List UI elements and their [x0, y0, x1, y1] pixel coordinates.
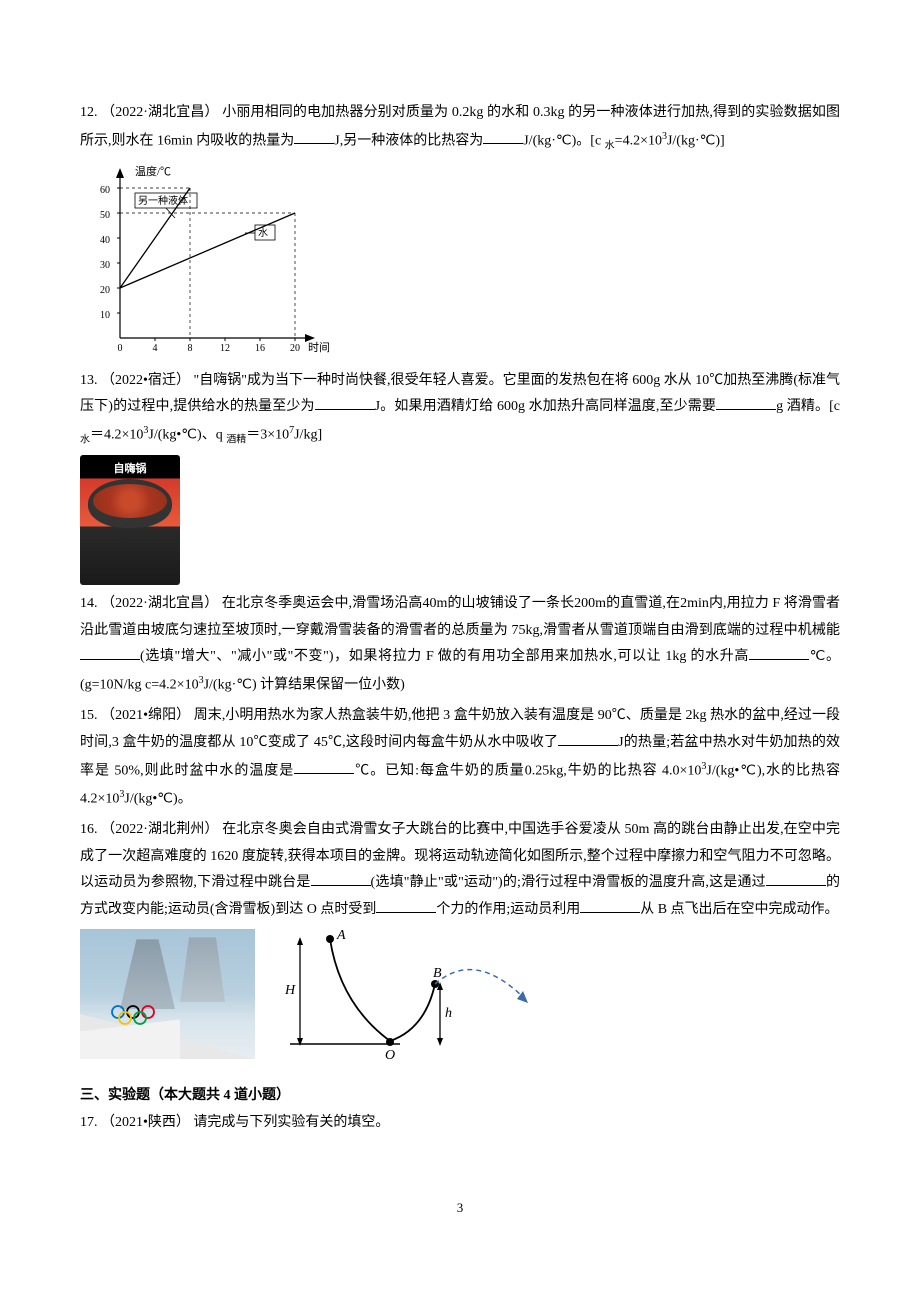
q12-chart: 温度/℃ 10 20 30 40 50 60 0 4 8 12 16 20 时间… [80, 163, 840, 364]
q14-text3-end: J/(kg·℃) 计算结果保留一位小数) [204, 678, 405, 693]
svg-text:4: 4 [153, 343, 158, 353]
q13-formula2: ＝3×10 [246, 427, 289, 442]
q13-blank2 [716, 394, 776, 410]
svg-text:10: 10 [100, 310, 110, 321]
chart-xlabel: 时间/min [275, 341, 330, 353]
svg-text:12: 12 [220, 343, 230, 353]
q13-source: （2022•宿迁） [101, 373, 190, 388]
q12-sub-water: 水 [605, 140, 615, 151]
q12-formula: =4.2×10 [615, 133, 662, 148]
question-13: 13. （2022•宿迁） "自嗨锅"成为当下一种时尚快餐,很受年轻人喜爱。它里… [80, 368, 840, 450]
q16-text4: 个力的作用;运动员利用 [436, 902, 580, 917]
question-17: 17. （2021•陕西） 请完成与下列实验有关的填空。 [80, 1110, 840, 1137]
svg-text:0: 0 [118, 343, 123, 353]
q16-trajectory-diagram: H A O B h [285, 929, 535, 1075]
q17-source: （2021•陕西） [101, 1115, 190, 1130]
q16-text2: (选填"静止"或"运动")的;滑行过程中滑雪板的温度升高,这是通过 [371, 875, 766, 890]
q13-text2: J。如果用酒精灯给 600g 水加热升高同样温度,至少需要 [375, 399, 716, 414]
line-chart-svg: 温度/℃ 10 20 30 40 50 60 0 4 8 12 16 20 时间… [80, 163, 330, 353]
q15-text3: ℃。已知:每盒牛奶的质量0.25kg,牛奶的比热容 4.0×10 [354, 763, 701, 778]
series1-label: 另一种液体 [138, 194, 188, 207]
question-14: 14. （2022·湖北宜昌） 在北京冬季奥运会中,滑雪场沿高40m的山坡铺设了… [80, 591, 840, 699]
q12-source: （2022·湖北宜昌） [101, 105, 219, 120]
q13-sub-water: 水 [80, 434, 90, 445]
A-label: A [336, 929, 346, 943]
q16-images-row: H A O B h [80, 929, 840, 1075]
question-12: 12. （2022·湖北宜昌） 小丽用相同的电加热器分别对质量为 0.2kg 的… [80, 100, 840, 155]
q12-number: 12. [80, 105, 98, 120]
svg-text:40: 40 [100, 235, 110, 246]
q12-text2: J,另一种液体的比热容为 [334, 133, 483, 148]
q15-text3-end: J/(kg•℃)。 [124, 791, 191, 806]
q12-blank1 [294, 128, 334, 144]
H-label: H [285, 983, 296, 998]
ski-jump-photo [80, 929, 255, 1059]
q16-number: 16. [80, 822, 98, 837]
q15-source: （2021•绵阳） [101, 708, 190, 723]
q14-source: （2022·湖北宜昌） [101, 596, 218, 611]
q16-blank2 [766, 870, 826, 886]
page-number: 3 [80, 1196, 840, 1221]
O-label: O [385, 1048, 395, 1063]
q14-blank2 [749, 644, 809, 660]
q14-text2: (选填"增大"、"减小"或"不变")，如果将拉力 F 做的有用功全部用来加热水,… [140, 649, 749, 664]
q12-formula-end: J/(kg·℃)] [667, 133, 725, 148]
q13-text3: g 酒精。[c [776, 399, 840, 414]
food-label: 自嗨锅 [80, 459, 180, 480]
food-pot-image: 自嗨锅 [80, 455, 180, 585]
q13-formula1-end: J/(kg•℃)、q [148, 427, 226, 442]
q15-blank1 [558, 730, 618, 746]
svg-text:50: 50 [100, 210, 110, 221]
series2-label: 水 [258, 227, 268, 239]
question-16: 16. （2022·湖北荆州） 在北京冬奥会自由式滑雪女子大跳台的比赛中,中国选… [80, 817, 840, 923]
q14-blank1 [80, 644, 140, 660]
svg-text:20: 20 [100, 285, 110, 296]
q13-sub-alcohol: 酒精 [226, 434, 246, 445]
q13-blank1 [315, 394, 375, 410]
B-label: B [433, 966, 442, 981]
q16-blank3 [376, 897, 436, 913]
q13-formula1: ＝4.2×10 [90, 427, 143, 442]
q16-blank1 [311, 870, 371, 886]
chart-ylabel: 温度/℃ [135, 164, 171, 178]
q16-source: （2022·湖北荆州） [101, 822, 218, 837]
q15-blank2 [294, 758, 354, 774]
q13-image: 自嗨锅 [80, 455, 840, 585]
svg-text:30: 30 [100, 260, 110, 271]
svg-text:60: 60 [100, 185, 110, 196]
q12-blank2 [483, 128, 523, 144]
q16-text5: 从 B 点飞出后在空中完成动作。 [640, 902, 838, 917]
q13-formula2-end: J/kg] [294, 427, 322, 442]
section-3-header: 三、实验题（本大题共 4 道小题） [80, 1083, 840, 1110]
svg-text:16: 16 [255, 343, 265, 353]
q16-blank4 [580, 897, 640, 913]
q14-number: 14. [80, 596, 98, 611]
q17-number: 17. [80, 1115, 98, 1130]
q12-text3: J/(kg·℃)。[c [523, 133, 604, 148]
h-label: h [445, 1006, 452, 1021]
q13-number: 13. [80, 373, 98, 388]
svg-text:8: 8 [188, 343, 193, 353]
question-15: 15. （2021•绵阳） 周末,小明用热水为家人热盒装牛奶,他把 3 盒牛奶放… [80, 703, 840, 813]
q15-number: 15. [80, 708, 98, 723]
q17-text: 请完成与下列实验有关的填空。 [193, 1115, 389, 1130]
